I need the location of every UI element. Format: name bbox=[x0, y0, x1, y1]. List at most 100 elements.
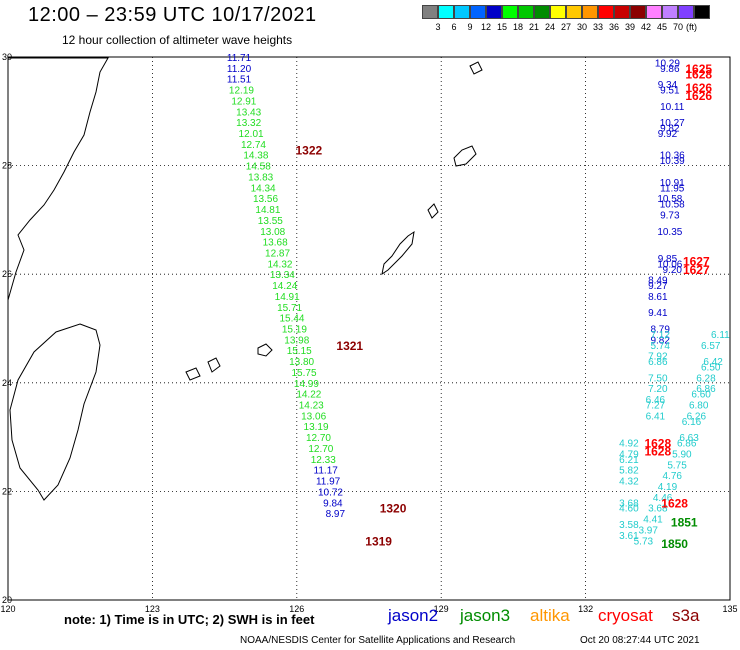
lon-tick-label: 129 bbox=[434, 604, 449, 614]
swh-value-label: 3.58 bbox=[619, 520, 639, 531]
colorbar-label: 33 bbox=[592, 22, 603, 32]
colorbar-swatch bbox=[486, 5, 502, 19]
swh-value-label: 6.16 bbox=[682, 417, 702, 428]
amami-island bbox=[453, 145, 477, 167]
swh-value-label: 6.63 bbox=[679, 433, 699, 444]
swh-value-label: 13.56 bbox=[253, 194, 278, 205]
colorbar-label: 30 bbox=[576, 22, 587, 32]
colorbar-swatch bbox=[502, 5, 518, 19]
swh-value-label: 3.68 bbox=[648, 504, 668, 515]
swh-value-label: 10.11 bbox=[660, 102, 685, 113]
swh-value-label: 14.38 bbox=[243, 151, 268, 162]
pass-number-label: 1628 bbox=[685, 67, 712, 81]
miyako-island bbox=[257, 343, 273, 357]
swh-value-label: 4.79 bbox=[619, 449, 639, 460]
lon-tick-label: 126 bbox=[289, 604, 304, 614]
lat-tick-label: 20 bbox=[2, 595, 12, 605]
colorbar-label: 39 bbox=[624, 22, 635, 32]
swh-value-label: 15.15 bbox=[287, 346, 312, 357]
colorbar-swatch bbox=[582, 5, 598, 19]
colorbar-label: 21 bbox=[528, 22, 539, 32]
swh-value-label: 6.86 bbox=[696, 384, 716, 395]
ishigaki-island bbox=[207, 357, 221, 373]
map-title: 12:00 – 23:59 UTC 10/17/2021 bbox=[28, 4, 317, 26]
swh-value-label: 6.11 bbox=[711, 330, 730, 341]
swh-value-label: 11.17 bbox=[314, 466, 339, 477]
swh-value-label: 11.71 bbox=[227, 53, 252, 64]
swh-value-label: 14.99 bbox=[294, 379, 319, 390]
swh-value-label: 4.60 bbox=[619, 504, 639, 515]
swh-value-label: 12.87 bbox=[265, 248, 290, 259]
swh-value-label: 9.82 bbox=[650, 335, 670, 346]
colorbar-swatch bbox=[422, 5, 438, 19]
colorbar-swatch bbox=[662, 5, 678, 19]
china-coastline bbox=[7, 57, 109, 301]
pass-number-label: 1850 bbox=[661, 537, 688, 551]
swh-value-label: 3.61 bbox=[619, 531, 639, 542]
swh-value-label: 9.86 bbox=[660, 64, 680, 75]
swh-value-label: 13.08 bbox=[260, 227, 285, 238]
colorbar-label: 27 bbox=[560, 22, 571, 32]
yakushima-island bbox=[469, 61, 483, 75]
swh-value-label: 14.22 bbox=[296, 390, 321, 401]
colorbar-label: 3 bbox=[435, 22, 441, 32]
colorbar-swatch bbox=[694, 5, 710, 19]
satellite-legend-item: jason2 bbox=[388, 606, 439, 625]
swh-value-label: 9.85 bbox=[658, 254, 678, 265]
swh-value-label: 12.33 bbox=[311, 455, 336, 466]
swh-value-label: 6.86 bbox=[677, 439, 697, 450]
swh-value-label: 12.70 bbox=[306, 433, 331, 444]
swh-value-label: 5.90 bbox=[672, 449, 692, 460]
swh-value-label: 6.21 bbox=[619, 455, 639, 466]
satellite-legend-item: jason3 bbox=[460, 606, 511, 625]
colorbar-label: 18 bbox=[512, 22, 523, 32]
swh-value-label: 9.34 bbox=[658, 80, 678, 91]
swh-value-label: 4.46 bbox=[653, 493, 673, 504]
colorbar-swatch bbox=[550, 5, 566, 19]
tokunoshima-island bbox=[427, 203, 439, 219]
swh-value-label: 8.97 bbox=[326, 509, 346, 520]
swh-value-label: 7.27 bbox=[646, 401, 666, 412]
colorbar-swatch bbox=[630, 5, 646, 19]
swh-value-label: 8.49 bbox=[648, 276, 668, 287]
pass-number-label: 1319 bbox=[365, 534, 392, 548]
pass-number-label: 1320 bbox=[380, 502, 407, 516]
lon-tick-label: 120 bbox=[0, 604, 15, 614]
swh-value-label: 15.44 bbox=[279, 314, 304, 325]
swh-value-label: 13.83 bbox=[248, 172, 273, 183]
pass-number-label: 1851 bbox=[671, 515, 698, 529]
swh-value-label: 9.84 bbox=[323, 498, 343, 509]
swh-value-label: 13.34 bbox=[270, 270, 295, 281]
swh-value-label: 10.06 bbox=[657, 259, 682, 270]
swh-value-label: 9.92 bbox=[658, 129, 678, 140]
swh-value-label: 15.71 bbox=[277, 303, 302, 314]
pass-number-label: 1628 bbox=[644, 437, 671, 451]
swh-value-label: 14.24 bbox=[272, 281, 297, 292]
swh-value-label: 14.81 bbox=[255, 205, 280, 216]
colorbar-swatch bbox=[518, 5, 534, 19]
taiwan-coastline bbox=[9, 323, 101, 501]
swh-value-label: 7.12 bbox=[650, 330, 670, 341]
satellite-legend-item: altika bbox=[530, 606, 570, 625]
lat-tick-label: 28 bbox=[2, 161, 12, 171]
swh-value-label: 10.39 bbox=[660, 156, 685, 167]
colorbar-swatch bbox=[470, 5, 486, 19]
colorbar-swatch bbox=[598, 5, 614, 19]
swh-value-label: 13.55 bbox=[258, 216, 283, 227]
swh-value-label: 15.19 bbox=[282, 325, 307, 336]
swh-value-label: 4.76 bbox=[663, 471, 683, 482]
satellite-legend-item: cryosat bbox=[598, 606, 653, 625]
swh-value-label: 3.68 bbox=[619, 498, 639, 509]
swh-value-label: 12.19 bbox=[229, 86, 254, 97]
swh-value-label: 10.58 bbox=[657, 194, 682, 205]
colorbar-label: 70 bbox=[672, 22, 683, 32]
lon-tick-label: 132 bbox=[578, 604, 593, 614]
swh-value-label: 9.73 bbox=[660, 210, 680, 221]
pass-number-label: 1627 bbox=[683, 263, 710, 277]
swh-value-label: 14.34 bbox=[251, 183, 276, 194]
swh-value-label: 13.80 bbox=[289, 357, 314, 368]
swh-value-label: 6.42 bbox=[703, 357, 723, 368]
swh-value-label: 15.75 bbox=[292, 368, 317, 379]
swh-value-label: 6.28 bbox=[696, 373, 716, 384]
